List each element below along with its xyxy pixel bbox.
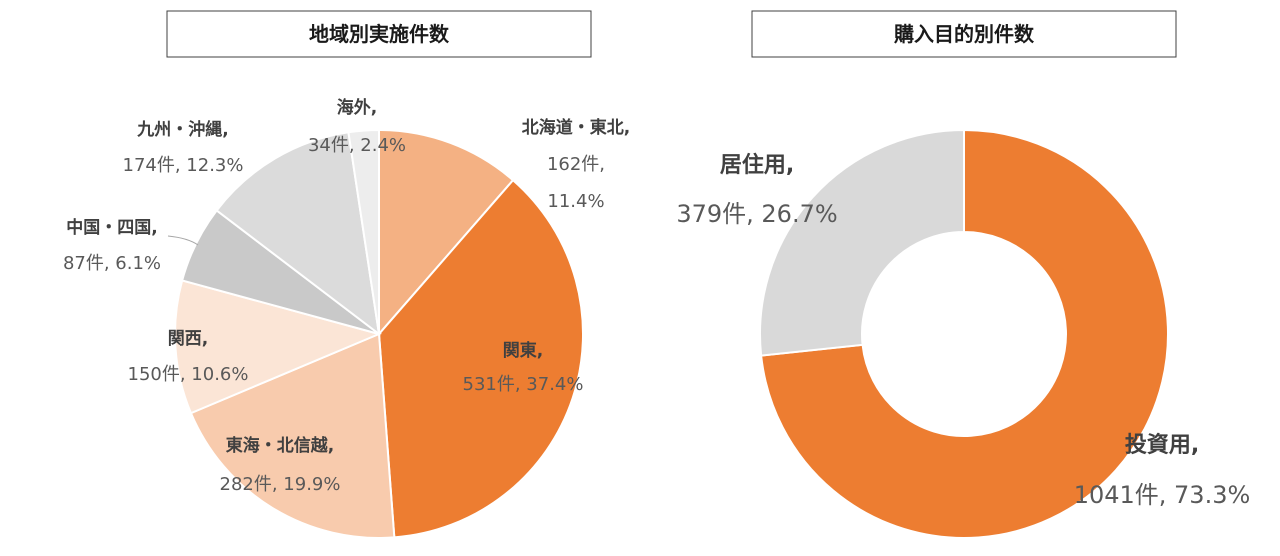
region-pie-slice (189, 332, 396, 539)
region-slice-label: 東海・北信越, (226, 435, 334, 456)
region-slice-label: 中国・四国, (66, 217, 157, 238)
region-pie-labels: 北海道・東北, 162件, 11.4% 関東, 531件, 37.4% 東海・北信越, 28… (63, 97, 630, 495)
region-chart-title: 地域別実施件数 (309, 22, 450, 46)
region-slice-value: 87件, 6.1% (63, 253, 161, 274)
region-slice-value: 162件, (547, 154, 605, 175)
region-pie-leader-lines (167, 235, 199, 246)
region-pie-chart (174, 128, 585, 539)
region-slice-label: 九州・沖縄, (136, 119, 228, 140)
purpose-donut-chart (759, 128, 1169, 539)
region-slice-value: 11.4% (547, 191, 604, 212)
purpose-chart-title: 購入目的別件数 (894, 22, 1035, 46)
purpose-donut-slice (760, 128, 1169, 539)
purpose-chart-title-box: 購入目的別件数 (751, 10, 1177, 58)
region-slice-value: 174件, 12.3% (123, 155, 244, 176)
region-slice-label: 関東, (503, 340, 543, 361)
region-pie-slice (347, 128, 380, 335)
region-pie-slice (378, 128, 515, 337)
region-slice-label: 北海道・東北, (522, 117, 630, 138)
region-slice-label: 海外, (337, 97, 377, 118)
purpose-donut-slice (759, 128, 965, 357)
purpose-donut-labels: 投資用, 1041件, 73.3% 居住用, 379件, 26.7% (676, 152, 1250, 509)
purpose-slice-value: 1041件, 73.3% (1074, 481, 1251, 509)
purpose-slice-value: 379件, 26.7% (676, 200, 837, 228)
region-pie-slice (215, 131, 381, 337)
region-slice-value: 150件, 10.6% (128, 364, 249, 385)
purpose-slice-label: 居住用, (720, 152, 794, 178)
leader-line (167, 235, 199, 246)
region-slice-value: 282件, 19.9% (220, 474, 341, 495)
region-chart-title-box: 地域別実施件数 (166, 10, 592, 58)
purpose-slice-label: 投資用, (1125, 432, 1199, 458)
region-pie-slice (377, 178, 585, 539)
region-slice-value: 34件, 2.4% (308, 135, 406, 156)
region-slice-value: 531件, 37.4% (463, 374, 584, 395)
region-pie-slice (174, 279, 383, 415)
region-slice-label: 関西, (168, 329, 208, 349)
